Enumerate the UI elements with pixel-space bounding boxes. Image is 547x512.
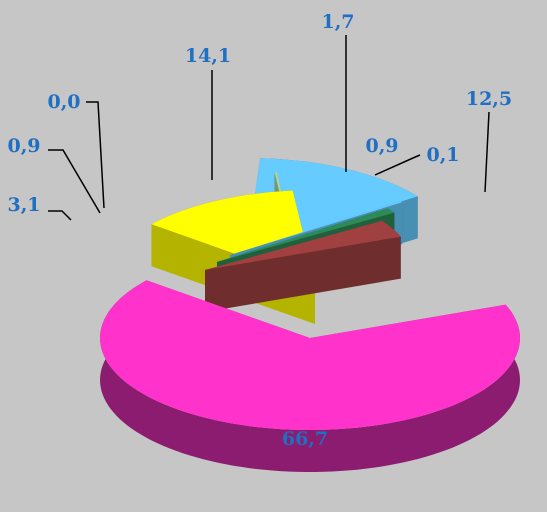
pie-slice-top [100,280,520,430]
data-label-6: 0,0 [47,91,80,113]
pie-slice-8 [205,220,401,312]
pie-slice-top [230,201,403,255]
data-label-2: 0,1 [426,144,459,166]
data-label-0: 66,7 [282,428,328,450]
data-label-7: 0,9 [7,135,40,157]
pie-slice-top [205,220,401,270]
pie-slice-top [217,208,395,262]
data-label-5: 14,1 [185,45,231,67]
data-label-8: 3,1 [7,194,40,216]
leader-line-6 [86,101,105,209]
pie-slice-side [205,236,401,312]
data-label-1: 12,5 [466,88,512,110]
leader-line-1 [484,111,490,193]
pie-slice-0 [100,280,520,472]
leader-line-8 [48,210,72,221]
data-label-3: 0,9 [365,135,398,157]
data-label-4: 1,7 [321,11,354,33]
leader-line-7 [48,149,101,214]
pie-slice-wall [100,280,520,472]
leader-line-2 [374,154,421,176]
